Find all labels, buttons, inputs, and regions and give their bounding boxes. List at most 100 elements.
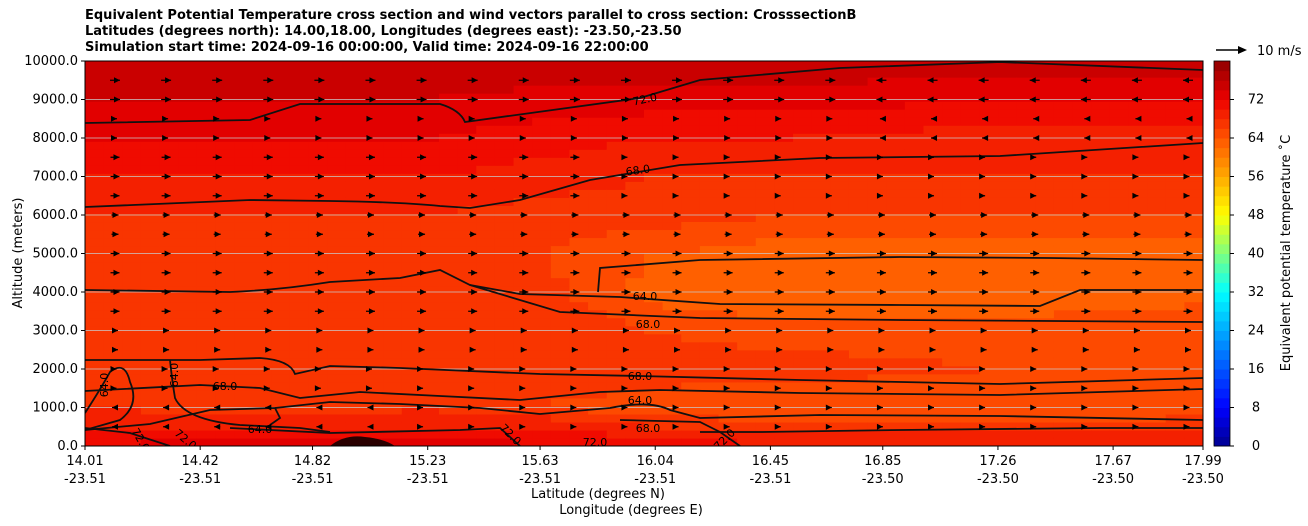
wind-vector-head <box>876 173 883 180</box>
field-cell <box>1091 301 1111 311</box>
field-cell <box>457 381 477 391</box>
wind-vector-head <box>263 366 270 372</box>
field-cell <box>122 373 142 383</box>
field-cell <box>1053 373 1074 383</box>
field-cell <box>178 421 198 431</box>
wind-vector <box>571 327 578 334</box>
field-cell <box>1109 325 1130 335</box>
wind-vector-head <box>417 115 424 122</box>
field-cell <box>1109 309 1130 319</box>
field-cell <box>1109 365 1130 375</box>
field-cell <box>85 93 105 102</box>
wind-vector <box>519 192 529 199</box>
field-cell <box>401 253 421 263</box>
field-cell <box>327 381 347 391</box>
field-cell <box>420 261 440 271</box>
wind-vector-head <box>161 385 168 392</box>
field-cell <box>904 125 925 134</box>
field-cell <box>569 125 589 134</box>
wind-vector-head <box>621 135 628 141</box>
wind-vector-head <box>675 308 682 315</box>
field-cell <box>569 277 589 287</box>
field-cell <box>234 317 254 327</box>
wind-vector <box>314 366 321 372</box>
field-cell <box>830 437 850 446</box>
wind-vector <box>570 135 577 141</box>
wind-vector <box>928 192 935 199</box>
field-cell <box>644 245 664 255</box>
field-cell <box>1109 293 1130 303</box>
field-cell <box>401 93 421 102</box>
wind-vector-head <box>777 269 784 276</box>
field-cell <box>1016 429 1036 439</box>
field-cell <box>401 61 421 70</box>
wind-vector-head <box>113 192 120 199</box>
field-cell <box>140 69 161 78</box>
field-cell <box>383 229 403 239</box>
field-cell <box>122 261 142 271</box>
field-cell <box>252 165 272 174</box>
wind-vector <box>314 269 324 276</box>
field-cell <box>457 221 477 231</box>
field-cell <box>140 109 161 118</box>
field-cell <box>830 133 850 142</box>
field-cell <box>644 205 664 214</box>
field-cell <box>289 141 310 150</box>
field-cell <box>979 93 999 102</box>
field-cell <box>178 293 198 303</box>
field-cell <box>718 381 738 391</box>
field-cell <box>420 293 440 303</box>
field-cell <box>85 429 105 439</box>
field-cell <box>644 405 664 415</box>
field-cell <box>271 165 291 174</box>
wind-vector-head <box>113 250 120 257</box>
field-cell <box>1035 309 1055 319</box>
field-cell <box>122 101 142 110</box>
field-cell <box>1053 357 1074 367</box>
field-cell <box>644 389 664 399</box>
field-cell <box>606 165 626 174</box>
field-cell <box>345 61 366 70</box>
field-cell <box>1165 77 1185 86</box>
wind-vector <box>1183 154 1190 161</box>
field-cell <box>904 93 925 102</box>
field-cell <box>140 253 161 263</box>
field-cell <box>848 117 869 126</box>
field-cell <box>923 309 943 319</box>
field-cell <box>513 181 533 190</box>
field-cell <box>383 309 403 319</box>
field-cell <box>159 69 179 78</box>
field-cell <box>178 181 198 190</box>
field-cell <box>1109 421 1130 431</box>
field-cell <box>886 125 906 134</box>
wind-vector-head <box>930 212 937 218</box>
y-tick-label: 1000.0 <box>33 401 79 416</box>
field-cell <box>960 293 980 303</box>
field-cell <box>569 293 589 303</box>
field-cell <box>308 77 328 86</box>
field-cell <box>848 421 869 431</box>
field-cell <box>532 213 552 223</box>
field-cell <box>178 101 198 110</box>
field-cell <box>1184 213 1203 223</box>
field-cell <box>532 245 552 255</box>
field-cell <box>644 261 664 271</box>
wind-vector <box>417 154 427 161</box>
field-cell <box>569 429 589 439</box>
field-cell <box>122 365 142 375</box>
field-cell <box>830 173 850 182</box>
field-cell <box>904 197 925 206</box>
field-cell <box>494 85 515 94</box>
field-cell <box>85 405 105 415</box>
wind-vector-head <box>471 289 478 295</box>
field-cell <box>979 77 999 86</box>
field-cell <box>1053 229 1074 239</box>
field-cell <box>252 397 272 407</box>
field-cell <box>532 173 552 182</box>
wind-vector <box>264 135 271 141</box>
field-cell <box>439 157 459 166</box>
wind-vector <box>163 327 170 334</box>
field-cell <box>420 397 440 407</box>
wind-vector <box>418 346 425 353</box>
field-cell <box>532 413 552 423</box>
